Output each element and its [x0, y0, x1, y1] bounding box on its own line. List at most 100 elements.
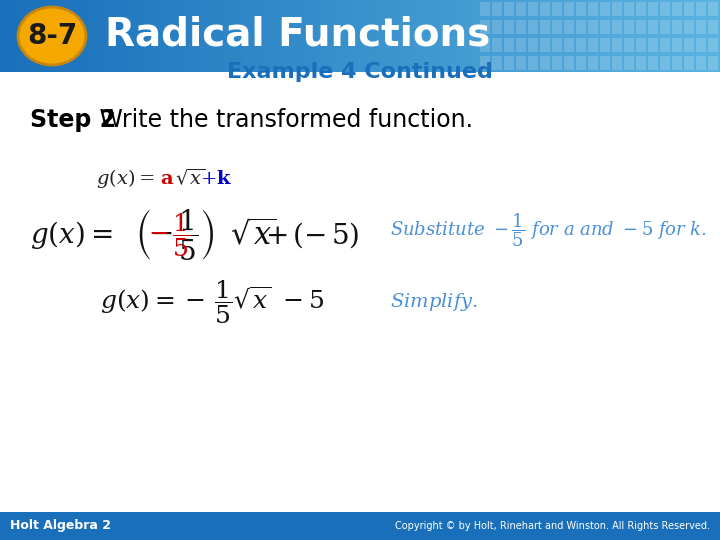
- Bar: [90, 0, 99, 72]
- Bar: [612, 0, 621, 72]
- Bar: [423, 0, 432, 72]
- Bar: [612, 56, 622, 70]
- Text: $\left(-\,\dfrac{1}{5}\right)$: $\left(-\,\dfrac{1}{5}\right)$: [135, 207, 215, 262]
- Bar: [279, 0, 288, 72]
- Bar: [153, 0, 162, 72]
- Text: Write the transformed function.: Write the transformed function.: [92, 108, 473, 132]
- Bar: [696, 20, 706, 34]
- Bar: [333, 0, 342, 72]
- Bar: [612, 38, 622, 52]
- Bar: [660, 2, 670, 16]
- Bar: [624, 38, 634, 52]
- Bar: [540, 38, 550, 52]
- Bar: [504, 20, 514, 34]
- Bar: [636, 38, 646, 52]
- Bar: [378, 0, 387, 72]
- Bar: [540, 2, 550, 16]
- Bar: [576, 0, 585, 72]
- Bar: [564, 38, 574, 52]
- Bar: [171, 0, 180, 72]
- Bar: [492, 56, 502, 70]
- Bar: [624, 2, 634, 16]
- Bar: [99, 0, 108, 72]
- Text: 8-7: 8-7: [27, 22, 77, 50]
- Bar: [621, 0, 630, 72]
- Text: $+ \mathbf{k}$: $+ \mathbf{k}$: [200, 168, 232, 187]
- Bar: [270, 0, 279, 72]
- Bar: [600, 38, 610, 52]
- Bar: [708, 38, 718, 52]
- Text: Copyright © by Holt, Rinehart and Winston. All Rights Reserved.: Copyright © by Holt, Rinehart and Winsto…: [395, 521, 710, 531]
- Bar: [144, 0, 153, 72]
- Bar: [702, 0, 711, 72]
- Bar: [564, 2, 574, 16]
- Bar: [588, 20, 598, 34]
- Bar: [540, 56, 550, 70]
- Text: Step 2: Step 2: [30, 108, 116, 132]
- Bar: [648, 0, 657, 72]
- Text: Example 4 Continued: Example 4 Continued: [227, 62, 493, 82]
- Bar: [198, 0, 207, 72]
- Bar: [492, 20, 502, 34]
- Bar: [324, 0, 333, 72]
- FancyBboxPatch shape: [0, 0, 720, 72]
- Bar: [414, 0, 423, 72]
- Bar: [528, 56, 538, 70]
- Bar: [612, 2, 622, 16]
- Bar: [576, 20, 586, 34]
- Bar: [189, 0, 198, 72]
- Bar: [225, 0, 234, 72]
- Bar: [660, 20, 670, 34]
- Bar: [540, 0, 549, 72]
- Bar: [396, 0, 405, 72]
- Text: Holt Algebra 2: Holt Algebra 2: [10, 519, 111, 532]
- Bar: [504, 38, 514, 52]
- Text: $-\,\dfrac{1}{5}$: $-\,\dfrac{1}{5}$: [148, 211, 191, 259]
- Bar: [180, 0, 189, 72]
- Bar: [492, 2, 502, 16]
- Bar: [540, 20, 550, 34]
- Bar: [486, 0, 495, 72]
- Bar: [117, 0, 126, 72]
- Bar: [600, 2, 610, 16]
- Bar: [552, 38, 562, 52]
- Bar: [672, 20, 682, 34]
- Bar: [552, 56, 562, 70]
- Bar: [630, 0, 639, 72]
- Bar: [576, 56, 586, 70]
- Bar: [369, 0, 378, 72]
- Bar: [711, 0, 720, 72]
- Bar: [564, 56, 574, 70]
- Bar: [531, 0, 540, 72]
- Bar: [0, 0, 9, 72]
- Bar: [624, 56, 634, 70]
- Bar: [648, 38, 658, 52]
- Bar: [45, 0, 54, 72]
- Bar: [81, 0, 90, 72]
- Bar: [387, 0, 396, 72]
- Bar: [660, 56, 670, 70]
- Bar: [696, 2, 706, 16]
- Bar: [351, 0, 360, 72]
- Bar: [480, 56, 490, 70]
- Bar: [657, 0, 666, 72]
- Bar: [504, 0, 513, 72]
- Bar: [306, 0, 315, 72]
- Bar: [516, 38, 526, 52]
- Bar: [516, 2, 526, 16]
- Bar: [450, 0, 459, 72]
- Bar: [216, 0, 225, 72]
- Bar: [207, 0, 216, 72]
- Bar: [495, 0, 504, 72]
- Bar: [636, 56, 646, 70]
- Bar: [696, 56, 706, 70]
- Bar: [639, 0, 648, 72]
- Text: $\mathbf{a}$: $\mathbf{a}$: [160, 168, 174, 187]
- Text: $g(x) =$: $g(x) =$: [30, 219, 113, 251]
- Ellipse shape: [18, 7, 86, 65]
- Bar: [480, 38, 490, 52]
- Bar: [528, 2, 538, 16]
- Bar: [594, 0, 603, 72]
- Bar: [492, 38, 502, 52]
- Bar: [684, 2, 694, 16]
